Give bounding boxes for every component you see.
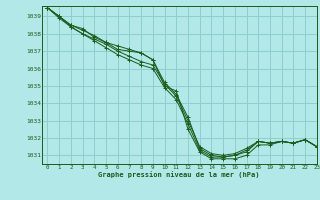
X-axis label: Graphe pression niveau de la mer (hPa): Graphe pression niveau de la mer (hPa)	[99, 171, 260, 178]
